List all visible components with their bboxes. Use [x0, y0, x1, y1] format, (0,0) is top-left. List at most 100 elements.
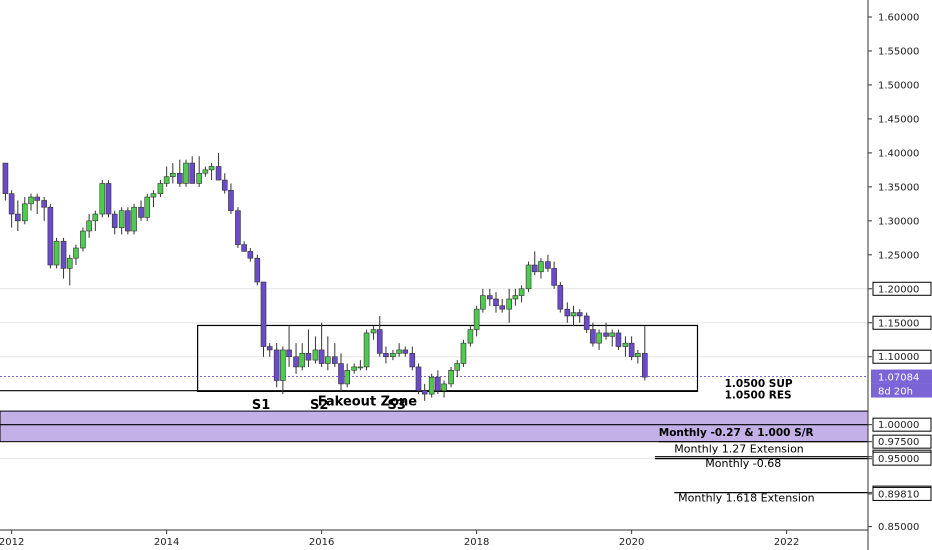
annotation-s3: S3 [388, 398, 406, 413]
annotation-sup: 1.0500 SUP [725, 378, 793, 390]
candle-body-36 [235, 210, 241, 245]
candle-body-10 [66, 257, 73, 269]
annotation-s1: S1 [252, 398, 270, 413]
annotation-fakeout: Fakeout Zone [318, 395, 418, 410]
candle-body-2 [15, 213, 21, 222]
candle-body-17 [111, 213, 118, 228]
candle-body-45 [293, 356, 299, 368]
sr-zone-0 [0, 410, 869, 443]
y-tick-label-3: 1.45000 [878, 114, 919, 125]
candle-body-73 [473, 308, 480, 330]
last-price-label: 1.07084 [878, 373, 919, 384]
candle-body-55 [357, 366, 364, 369]
y-tick-box-14 [872, 451, 932, 466]
candle-body-61 [396, 349, 402, 354]
candle-body-93 [603, 332, 609, 337]
consolidation-box [197, 324, 699, 392]
candle-body-79 [512, 295, 519, 300]
candle-body-86 [557, 285, 564, 310]
candle-body-94 [609, 332, 616, 337]
candle-body-5 [34, 196, 41, 201]
countdown-label: 8d 20h [878, 387, 913, 398]
candle-body-81 [525, 264, 532, 290]
candle-body-22 [144, 196, 151, 218]
candle-body-58 [376, 329, 383, 354]
candle-body-11 [73, 247, 79, 259]
candle-body-0 [2, 162, 9, 194]
candle-body-23 [150, 193, 157, 198]
y-tick-label-1: 1.55000 [878, 46, 919, 57]
candle-body-75 [486, 295, 493, 300]
x-tick-label-5: 2022 [774, 537, 799, 548]
countdown-badge [871, 383, 932, 398]
candle-body-43 [280, 349, 286, 381]
y-tick-label-9: 1.15000 [878, 318, 919, 329]
candle-body-99 [641, 353, 648, 378]
candle-body-9 [60, 240, 67, 269]
candle-body-16 [105, 183, 112, 215]
candle-body-95 [615, 332, 622, 347]
candle-body-54 [351, 366, 357, 371]
candle-body-34 [221, 179, 228, 191]
y-tick-box-9 [872, 315, 932, 330]
candle-body-63 [409, 353, 416, 368]
candle-body-1 [8, 193, 15, 215]
candle-body-72 [467, 329, 474, 344]
y-tick-label-5: 1.35000 [878, 182, 919, 193]
last-price-badge [871, 369, 932, 384]
candle-body-71 [460, 342, 467, 364]
candle-body-51 [331, 356, 338, 364]
candle-body-59 [383, 353, 389, 358]
y-tick-label-10: 1.10000 [878, 352, 919, 363]
candle-body-68 [441, 383, 447, 392]
candle-body-62 [402, 349, 409, 354]
candle-body-77 [499, 305, 506, 310]
candle-body-46 [299, 353, 306, 368]
y-tick-label-16: 0.89810 [878, 489, 919, 500]
y-tick-label-7: 1.25000 [878, 250, 919, 261]
candle-body-70 [454, 363, 461, 371]
x-tick-label-0: 2012 [0, 537, 24, 548]
annotation-s2: S2 [310, 398, 328, 413]
candle-body-69 [448, 370, 454, 385]
candle-body-48 [312, 349, 319, 361]
candle-body-96 [622, 342, 629, 347]
candle-body-50 [325, 356, 331, 364]
annotation-ext1618: Monthly 1.618 Extension [678, 491, 815, 504]
candle-body-42 [273, 349, 280, 381]
candle-body-98 [635, 353, 641, 358]
candle-body-33 [215, 166, 222, 181]
candle-body-89 [576, 312, 583, 317]
candle-body-28 [183, 162, 189, 184]
candle-body-88 [570, 312, 577, 317]
candle-body-53 [344, 370, 351, 385]
candle-body-76 [493, 298, 499, 307]
candle-body-38 [247, 251, 254, 259]
candle-body-32 [208, 166, 215, 171]
candle-body-82 [531, 264, 538, 273]
candle-body-4 [28, 196, 34, 205]
candle-body-8 [53, 240, 60, 266]
x-tick-label-1: 2014 [154, 537, 179, 548]
candle-body-47 [305, 353, 312, 361]
candle-body-13 [86, 220, 92, 232]
candle-body-18 [118, 210, 125, 228]
candle-body-65 [421, 390, 428, 395]
y-tick-box-11 [872, 417, 932, 432]
candle-body-27 [177, 172, 183, 184]
y-tick-label-4: 1.40000 [878, 148, 919, 159]
candle-body-90 [583, 315, 590, 330]
y-tick-label-8: 1.20000 [878, 284, 919, 295]
candle-body-87 [564, 308, 571, 317]
candle-body-80 [518, 288, 525, 296]
candle-body-14 [92, 213, 99, 222]
candle-body-15 [99, 183, 106, 215]
candle-body-91 [590, 329, 596, 344]
consolidation-box-layer [197, 324, 699, 392]
candle-body-78 [506, 298, 512, 310]
candle-body-19 [125, 210, 131, 232]
y-tick-label-0: 1.60000 [878, 12, 919, 23]
candle-body-66 [428, 376, 435, 395]
